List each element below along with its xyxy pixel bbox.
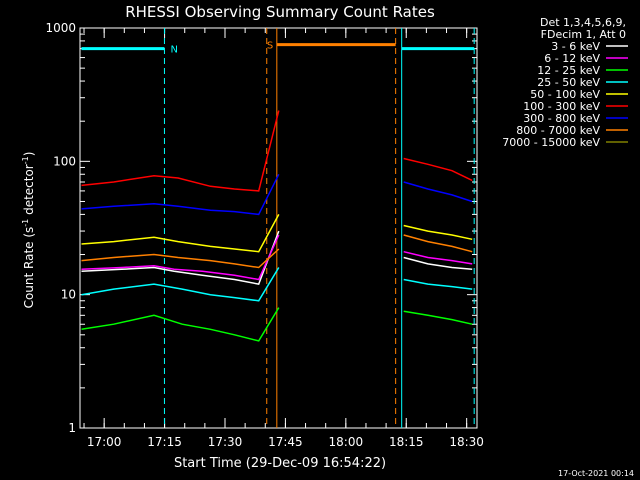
x-tick-label: 17:00 — [87, 435, 122, 449]
series-line — [81, 234, 473, 269]
legend-entry-label: 12 - 25 keV — [537, 64, 600, 77]
x-tick-label: 17:45 — [268, 435, 303, 449]
x-tick-label: 18:15 — [389, 435, 424, 449]
plot-area: 1 10 100 1000 17:00 17:15 17:30 17:45 18:00 18:15… — [45, 21, 484, 449]
series-line — [81, 173, 473, 216]
y-label-part-2: detector — [22, 164, 36, 219]
y-tick-label: 1000 — [45, 21, 76, 35]
y-tick-label: 100 — [53, 154, 76, 168]
x-tick-label: 17:30 — [208, 435, 243, 449]
legend: Det 1,3,4,5,6,9, FDecim 1, Att 0 3 - 6 k… — [502, 16, 628, 149]
series-line — [81, 267, 473, 302]
series-line — [81, 307, 473, 342]
x-tick-label: 18:00 — [329, 435, 364, 449]
interval-label: N — [170, 45, 177, 56]
y-label-sup-2: -1 — [21, 156, 30, 164]
plot-frame — [79, 27, 478, 429]
y-tick-label: 1 — [68, 421, 76, 435]
series-line — [81, 230, 473, 285]
y-label-part-3: ) — [22, 152, 36, 157]
legend-entry-label: 3 - 6 keV — [551, 40, 600, 53]
legend-entry-label: 25 - 50 keV — [537, 76, 600, 89]
legend-entry-label: 300 - 800 keV — [523, 112, 600, 125]
series-line — [81, 234, 473, 281]
y-axis-label: Count Rate (s-1 detector-1) — [21, 152, 36, 309]
legend-entry-label: 800 - 7000 keV — [516, 124, 600, 137]
series-line — [81, 214, 473, 253]
x-tick-label: 17:15 — [147, 435, 182, 449]
legend-entry-label: 50 - 100 keV — [530, 88, 600, 101]
legend-entry-label: 6 - 12 keV — [544, 52, 600, 65]
y-label-sup-1: -1 — [21, 219, 30, 227]
footer-date: 17-Oct-2021 00:14 — [558, 469, 634, 478]
y-label-part-1: Count Rate (s — [22, 227, 36, 309]
series-line — [81, 110, 473, 192]
legend-entry-label: 7000 - 15000 keV — [502, 136, 600, 149]
x-axis-label: Start Time (29-Dec-09 16:54:22) — [174, 456, 386, 471]
legend-header-line-1: Det 1,3,4,5,6,9, — [540, 16, 626, 29]
y-tick-label: 10 — [61, 288, 76, 302]
legend-header-line-2: FDecim 1, Att 0 — [541, 28, 626, 41]
legend-entry-label: 100 - 300 keV — [523, 100, 600, 113]
x-tick-label: 18:30 — [449, 435, 484, 449]
interval-label: S — [267, 41, 273, 52]
chart-title: RHESSI Observing Summary Count Rates — [125, 3, 435, 21]
